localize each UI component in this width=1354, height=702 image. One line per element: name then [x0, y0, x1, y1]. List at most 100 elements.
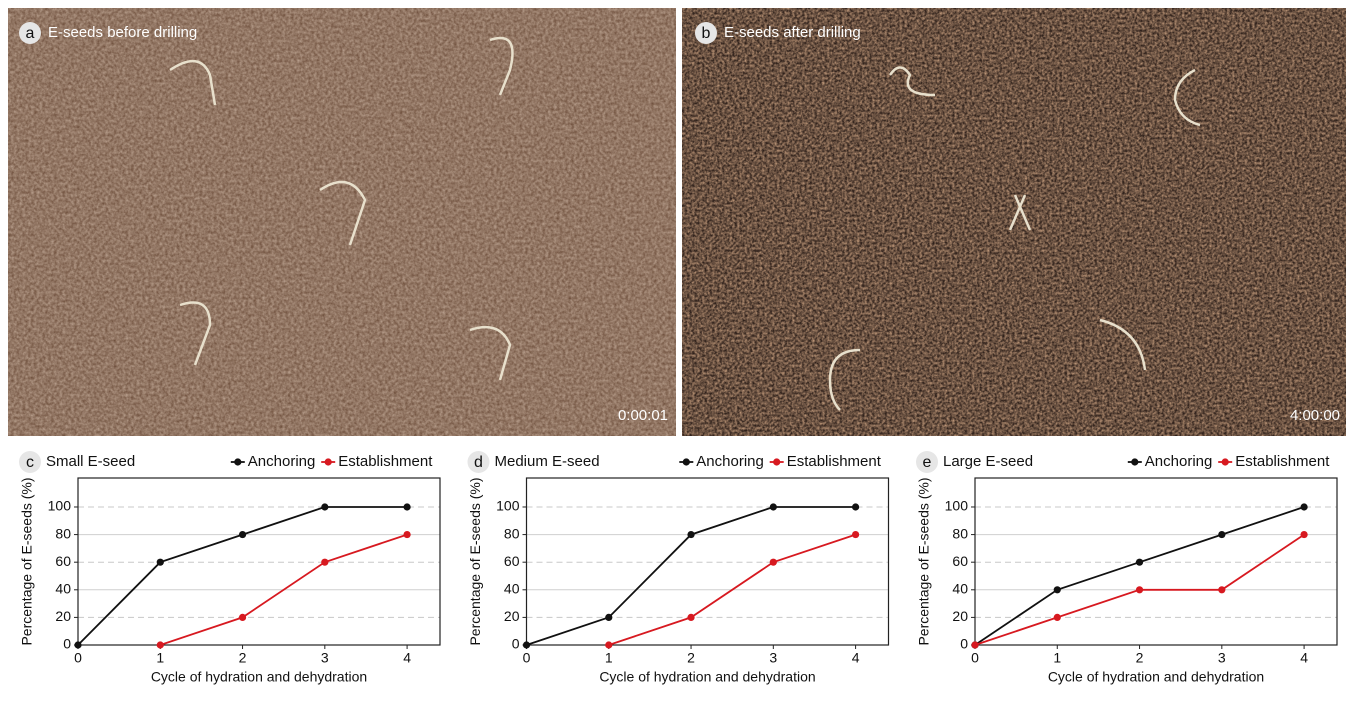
- chart: 0 20 40 60 80 100 0 1 2 3 4 Cycle of hydration and …: [467, 451, 888, 685]
- chart-title: Small E-seed: [46, 453, 135, 470]
- data-point: [1300, 531, 1307, 538]
- y-tick-label: 80: [952, 525, 968, 541]
- photo-b: b E-seeds after drilling 4:00:00: [682, 8, 1346, 436]
- y-tick-label: 80: [504, 525, 520, 541]
- plot-frame: [527, 478, 889, 645]
- x-tick-label: 3: [1218, 650, 1226, 666]
- legend-marker: [683, 458, 690, 465]
- data-point: [321, 559, 328, 566]
- y-tick-label: 0: [512, 636, 520, 652]
- data-point: [321, 503, 328, 510]
- x-axis-label: Cycle of hydration and dehydration: [599, 669, 815, 685]
- chart-title: Large E-seed: [943, 453, 1033, 470]
- x-tick-label: 0: [74, 650, 82, 666]
- data-point: [605, 614, 612, 621]
- legend-marker: [1131, 458, 1138, 465]
- x-tick-label: 4: [852, 650, 860, 666]
- x-axis-label: Cycle of hydration and dehydration: [151, 669, 367, 685]
- data-point: [1218, 531, 1225, 538]
- x-tick-label: 2: [687, 650, 695, 666]
- data-point: [239, 531, 246, 538]
- series-line: [527, 507, 856, 645]
- timestamp: 4:00:00: [1290, 407, 1340, 424]
- legend-marker: [773, 458, 780, 465]
- panel-letter: a: [26, 25, 35, 42]
- y-tick-label: 100: [945, 498, 969, 514]
- data-point: [1300, 503, 1307, 510]
- data-point: [157, 559, 164, 566]
- data-point: [403, 531, 410, 538]
- y-tick-label: 40: [504, 580, 520, 596]
- legend-label: Anchoring: [248, 453, 316, 470]
- x-tick-label: 0: [971, 650, 979, 666]
- photo-texture: [8, 8, 676, 436]
- y-tick-label: 60: [55, 553, 71, 569]
- photo-caption: E-seeds before drilling: [48, 24, 197, 41]
- legend-label: Establishment: [787, 453, 882, 470]
- y-axis-label: Percentage of E-seeds (%): [19, 477, 35, 645]
- data-point: [74, 641, 81, 648]
- data-point: [687, 614, 694, 621]
- data-point: [605, 641, 612, 648]
- y-tick-label: 20: [952, 608, 968, 624]
- panel-letter: d: [474, 454, 483, 471]
- data-point: [239, 614, 246, 621]
- x-tick-label: 1: [156, 650, 164, 666]
- data-point: [852, 503, 859, 510]
- photo-a: a E-seeds before drilling 0:00:01: [8, 8, 676, 436]
- x-tick-label: 2: [239, 650, 247, 666]
- y-tick-label: 60: [952, 553, 968, 569]
- data-point: [157, 641, 164, 648]
- data-point: [687, 531, 694, 538]
- legend-label: Establishment: [1235, 453, 1330, 470]
- data-point: [1218, 586, 1225, 593]
- data-point: [1136, 559, 1143, 566]
- x-tick-label: 1: [1053, 650, 1061, 666]
- x-tick-label: 0: [523, 650, 531, 666]
- y-axis-label: Percentage of E-seeds (%): [916, 477, 932, 645]
- y-tick-label: 80: [55, 525, 71, 541]
- legend-marker: [234, 458, 241, 465]
- chart-title: Medium E-seed: [495, 453, 600, 470]
- y-tick-label: 20: [55, 608, 71, 624]
- panel-letter: c: [26, 454, 34, 471]
- legend-marker: [325, 458, 332, 465]
- legend-label: Establishment: [338, 453, 433, 470]
- y-tick-label: 40: [55, 580, 71, 596]
- data-point: [852, 531, 859, 538]
- data-point: [1136, 586, 1143, 593]
- x-axis-label: Cycle of hydration and dehydration: [1048, 669, 1264, 685]
- panel-letter: b: [702, 25, 711, 42]
- x-tick-label: 1: [605, 650, 613, 666]
- data-point: [1054, 614, 1061, 621]
- page: a E-seeds before drilling 0:00:01 b E-se…: [0, 0, 1354, 702]
- y-tick-label: 60: [504, 553, 520, 569]
- x-tick-label: 3: [321, 650, 329, 666]
- panel-letter: e: [923, 454, 932, 471]
- y-tick-label: 20: [504, 608, 520, 624]
- x-tick-label: 3: [769, 650, 777, 666]
- y-tick-label: 0: [960, 636, 968, 652]
- y-axis-label: Percentage of E-seeds (%): [467, 477, 483, 645]
- data-point: [1054, 586, 1061, 593]
- y-tick-label: 100: [48, 498, 72, 514]
- y-tick-label: 40: [952, 580, 968, 596]
- photo-caption: E-seeds after drilling: [724, 24, 861, 41]
- y-tick-label: 100: [496, 498, 520, 514]
- data-point: [403, 503, 410, 510]
- plot-frame: [78, 478, 440, 645]
- data-point: [770, 503, 777, 510]
- legend-marker: [1222, 458, 1229, 465]
- timestamp: 0:00:01: [618, 407, 668, 424]
- data-point: [971, 641, 978, 648]
- data-point: [770, 559, 777, 566]
- series-line: [975, 507, 1304, 645]
- y-tick-label: 0: [63, 636, 71, 652]
- data-point: [523, 641, 530, 648]
- plot-frame: [975, 478, 1337, 645]
- x-tick-label: 4: [1300, 650, 1308, 666]
- legend-label: Anchoring: [1145, 453, 1213, 470]
- figure: a E-seeds before drilling 0:00:01 b E-se…: [0, 0, 1354, 702]
